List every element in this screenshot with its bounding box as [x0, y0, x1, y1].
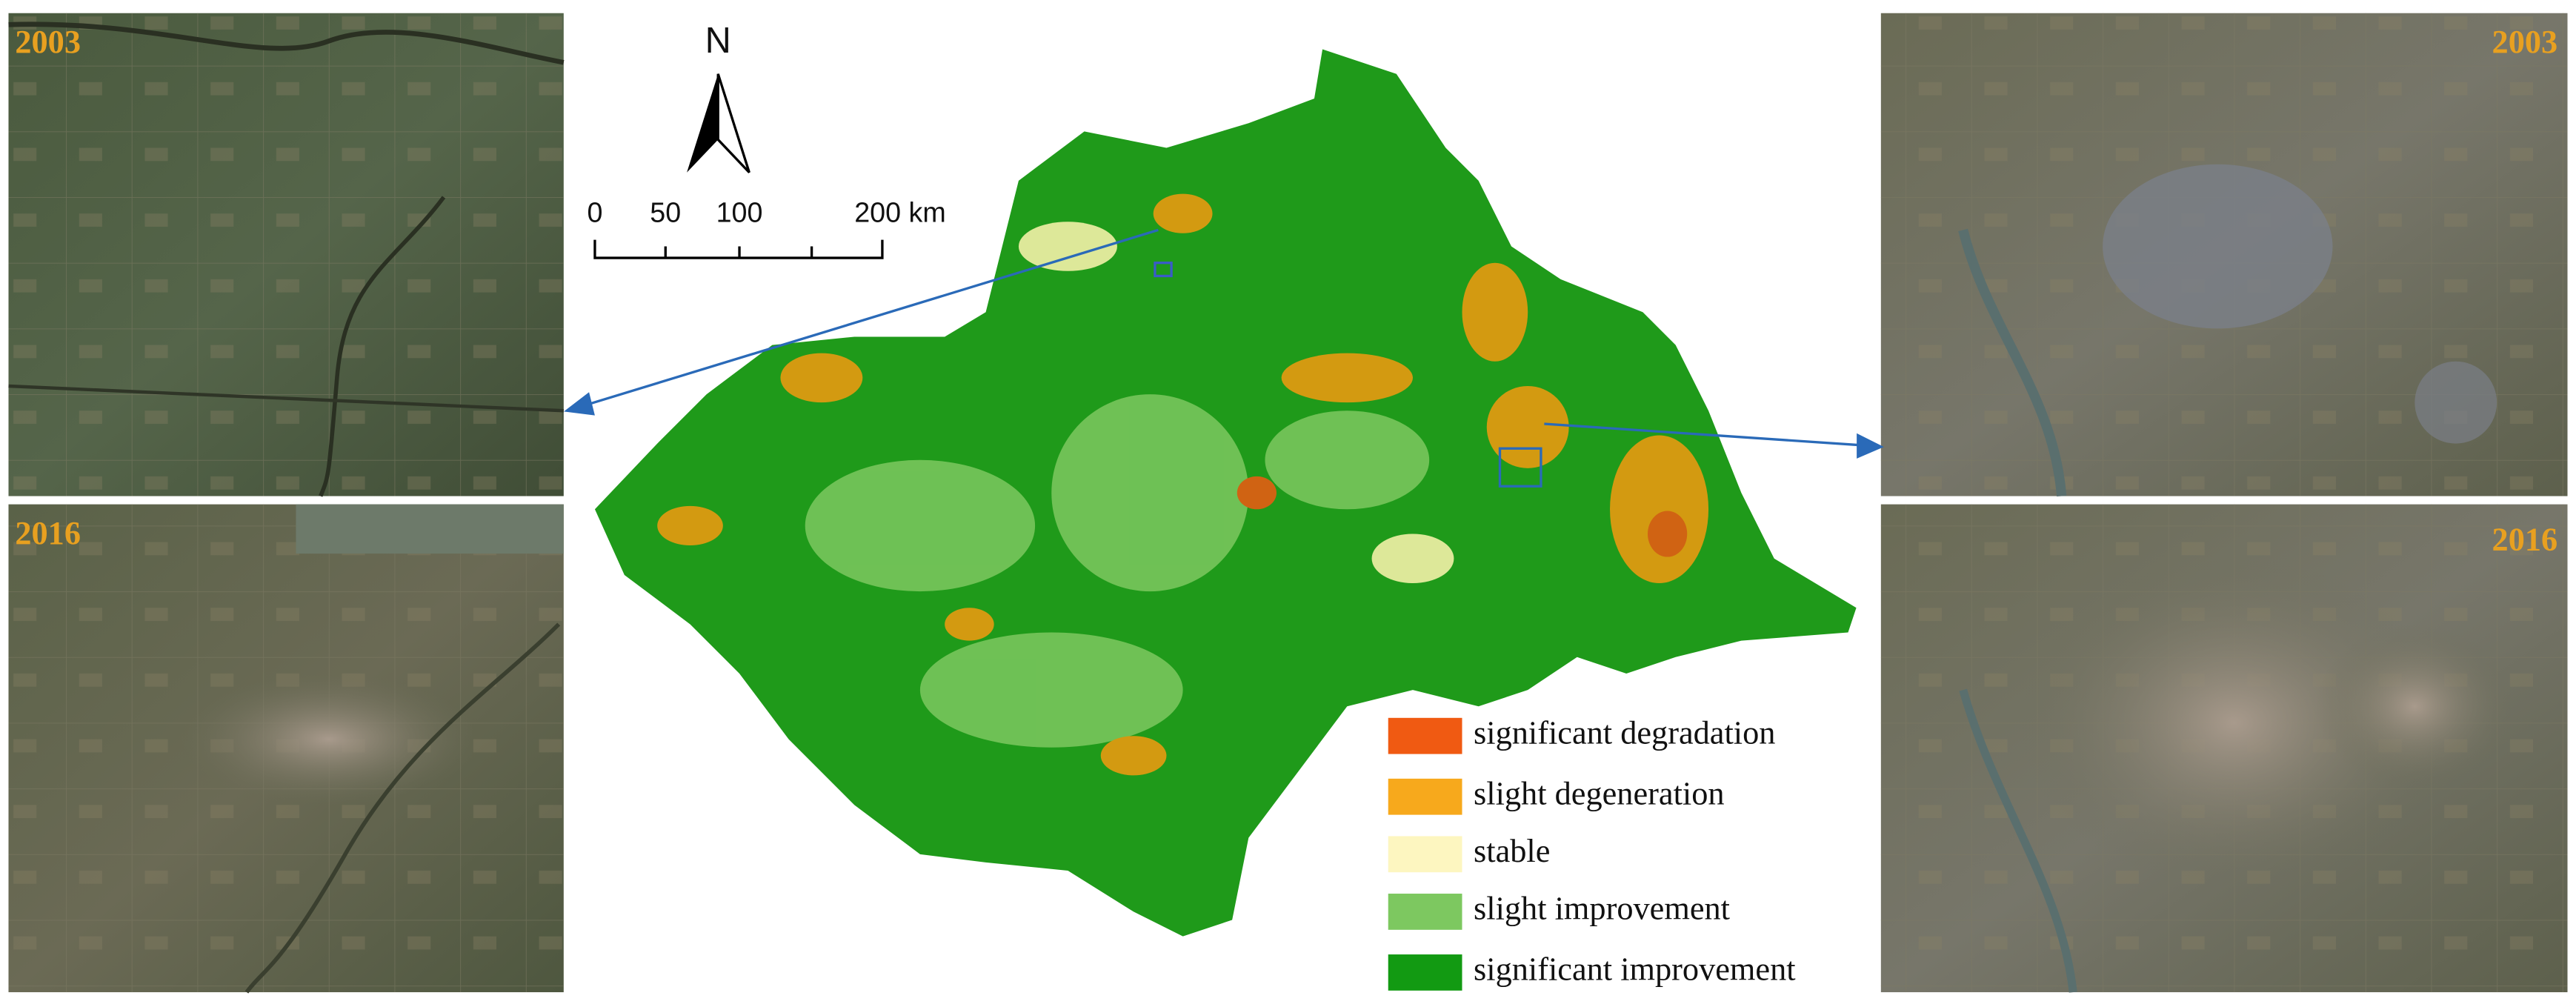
north-arrow [687, 73, 750, 173]
north-label: N [705, 21, 731, 61]
right-top-image [1880, 13, 2568, 497]
right-bottom-image [1880, 504, 2568, 993]
legend-swatch [1388, 836, 1462, 873]
left-bottom-image [8, 504, 564, 994]
arrows [564, 228, 1884, 459]
study-area-map [594, 49, 1857, 937]
year-label: 2016 [2492, 521, 2558, 558]
scale-label: 100 [716, 196, 763, 227]
year-label: 2016 [15, 514, 81, 551]
legend-swatch [1388, 778, 1462, 815]
legend-label: significant degradation [1474, 714, 1775, 751]
legend-label: stable [1474, 832, 1550, 869]
scale-label: 200 km [854, 196, 946, 227]
year-label: 2003 [2492, 23, 2558, 60]
legend-label: slight degeneration [1474, 774, 1725, 811]
scale-bar [593, 239, 884, 259]
legend-label: significant improvement [1474, 951, 1796, 988]
legend-swatch [1388, 894, 1462, 930]
scale-label: 0 [587, 196, 602, 227]
legend: significant degradation slight degenerati… [1388, 714, 1796, 991]
year-label: 2003 [15, 23, 81, 60]
legend-label: slight improvement [1474, 890, 1731, 927]
scale-label: 50 [650, 196, 681, 227]
left-top-image [8, 13, 565, 497]
legend-swatch [1388, 954, 1462, 991]
legend-swatch [1388, 717, 1462, 754]
